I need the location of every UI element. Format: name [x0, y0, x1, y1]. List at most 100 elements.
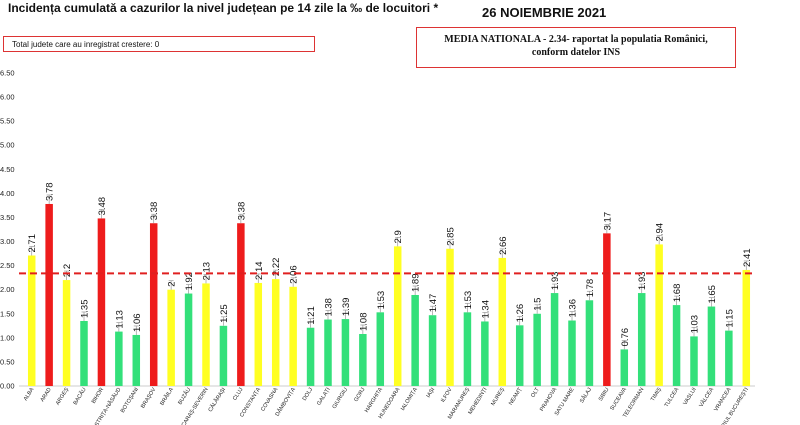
data-label: 1.08 [358, 312, 369, 331]
y-tick-label: 0.50 [0, 357, 15, 366]
bar-ialomi-a [411, 294, 419, 386]
bar-br-ila [167, 289, 175, 386]
data-label: 3.38 [149, 202, 160, 221]
bar-neam- [515, 325, 524, 386]
bar-bistri-a-n-s-ud [115, 331, 123, 386]
x-tick-label: PRAHOVA [539, 387, 558, 413]
bar-hunedoara [393, 246, 402, 386]
x-tick-label: ALBA [23, 387, 36, 402]
data-label: 1.39 [341, 298, 352, 317]
national-average-line-2: conform datelor INS [531, 47, 621, 58]
data-label: 1.03 [690, 315, 701, 334]
growth-counties-box: Total judete care au inregistrat crester… [3, 36, 315, 52]
bar-gala-i [324, 319, 332, 386]
x-tick-label: CLUJ [232, 387, 245, 402]
data-label: 3.78 [45, 182, 56, 201]
y-tick-label: 1.50 [0, 309, 15, 318]
x-tick-label: SĂLAJ [578, 386, 593, 404]
national-average-box: MEDIA NATIONALA - 2.34- raportat la popu… [416, 27, 736, 68]
bar-cluj [237, 223, 245, 386]
bar-c-l-ra-i [219, 325, 228, 386]
data-label: 2.2 [62, 264, 73, 277]
bar-buz-u [184, 293, 193, 386]
bar-s-laj [585, 300, 594, 386]
x-tick-label: SUCEAVA [609, 387, 628, 412]
x-tick-label: VÂLCEA [698, 386, 716, 408]
bar-prahova [550, 293, 559, 386]
data-label: 2.14 [254, 261, 265, 280]
bar-d-mbovi-a [289, 286, 297, 386]
y-tick-label: 1.00 [0, 333, 15, 342]
x-tick-label: DOLJ [302, 387, 315, 402]
data-label: 1.15 [724, 309, 735, 328]
y-tick-label: 6.50 [0, 69, 15, 78]
bar-giurgiu [341, 319, 350, 386]
bar-municipiul-bucure-ti [742, 269, 751, 386]
x-tick-label: OLT [530, 386, 541, 398]
data-label: 1.36 [568, 299, 579, 318]
data-label: 2.41 [742, 248, 753, 267]
x-tick-label: BRĂILA [159, 386, 175, 407]
y-tick-label: 3.50 [0, 213, 15, 222]
x-tick-label: COVASNA [260, 387, 279, 413]
data-label: 1.25 [219, 304, 230, 323]
bar-cara-severin [202, 283, 210, 386]
y-tick-label: 5.50 [0, 117, 15, 126]
bar-bra-ov [149, 223, 158, 386]
x-tick-label: VASLUI [682, 386, 697, 406]
data-label: 0.76 [620, 328, 631, 347]
data-label: 1.06 [132, 313, 143, 332]
data-label: 1.93 [550, 272, 561, 291]
x-tick-label: BIHOR [91, 387, 105, 405]
chart-date: 26 NOIEMBRIE 2021 [482, 5, 607, 20]
bar-teleorman [637, 293, 646, 386]
x-tick-label: ARAD [40, 387, 53, 403]
data-label: 2.13 [202, 262, 213, 281]
data-label: 1.53 [376, 291, 387, 310]
bar-alba [27, 255, 36, 386]
bar-suceava [620, 349, 629, 386]
data-label: 1.78 [585, 279, 596, 298]
x-tick-label: TULCEA [664, 387, 681, 409]
data-label: 1.53 [463, 291, 474, 310]
bar-tulcea [672, 305, 681, 386]
data-label: 1.34 [480, 300, 491, 319]
bar-maramure- [463, 312, 472, 386]
x-tick-label: SIBIU [598, 387, 611, 402]
data-label: 1.47 [428, 294, 439, 313]
y-tick-label: 2.00 [0, 285, 15, 294]
bar-arad [45, 203, 53, 386]
chart-title: Incidența cumulată a cazurilor la nivel … [8, 1, 439, 15]
bar-v-lcea [707, 306, 716, 386]
bar-mehedin-i [481, 321, 489, 386]
bar-gorj [359, 333, 367, 386]
data-label: 3.38 [236, 202, 247, 221]
bar-olt [533, 313, 541, 386]
data-label: 1.21 [306, 306, 317, 325]
bar-harghita [376, 312, 385, 386]
y-tick-label: 4.50 [0, 165, 15, 174]
data-label: 1.65 [707, 285, 718, 304]
data-label: 1.5 [533, 298, 544, 311]
y-tick-label: 2.50 [0, 261, 15, 270]
bar-ilfov [446, 248, 454, 386]
data-label: 1.93 [637, 272, 648, 291]
x-tick-label: ARGEȘ [55, 387, 70, 407]
x-tick-label: NEAMȚ [508, 386, 524, 406]
x-tick-label: BRAȘOV [140, 387, 157, 410]
bar-timi- [655, 244, 663, 386]
x-tick-label: MEHEDINȚI [467, 386, 488, 415]
data-label: 3.48 [97, 197, 108, 216]
national-average-line-1: MEDIA NATIONALA - 2.34- raportat la popu… [444, 34, 708, 45]
x-tick-label: GORJ [353, 387, 366, 403]
x-tick-label: GIURGIU [332, 387, 350, 410]
bar-boto-ani [132, 334, 141, 386]
data-label: 1.13 [114, 310, 125, 329]
data-label: 2.06 [289, 265, 300, 284]
bar-arge- [62, 280, 71, 386]
x-tick-label: IALOMIȚA [400, 387, 419, 412]
bar-vaslui [690, 336, 698, 386]
data-label: 1.26 [515, 304, 526, 323]
data-label: 2.66 [498, 236, 509, 255]
